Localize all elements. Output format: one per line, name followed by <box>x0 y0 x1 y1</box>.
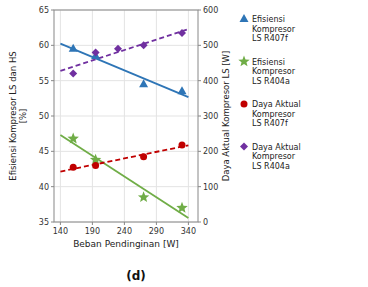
tick-label: 240 <box>117 227 132 236</box>
tick-label: 100 <box>203 183 218 192</box>
tick-label: 400 <box>203 77 218 86</box>
text-line: LS R404a <box>252 77 290 86</box>
grid-line <box>54 116 198 117</box>
tick-label: 40 <box>39 183 49 192</box>
title: (d) <box>126 269 146 283</box>
point <box>140 153 147 160</box>
grid-line <box>54 45 198 46</box>
tick <box>198 222 201 223</box>
tick-label: 340 <box>181 227 196 236</box>
trendline <box>60 44 188 98</box>
text-line: Efisiensi <box>252 15 285 24</box>
tick <box>198 116 201 117</box>
text-line: Daya Aktual <box>252 143 301 152</box>
tick <box>51 186 54 187</box>
tick-label: 35 <box>39 218 49 227</box>
legend-label: EfisiensiKompresorLS R407f <box>252 15 296 43</box>
axes: 140 190 240 290 340 35 40 45 50 55 60 65 0 100 200 300 4… <box>39 6 218 236</box>
point <box>69 44 78 52</box>
tick-label: 140 <box>53 227 68 236</box>
tick-label: 60 <box>39 41 49 50</box>
tick-label: 50 <box>39 112 49 121</box>
point <box>138 191 149 202</box>
tick <box>198 80 201 81</box>
text-line: Efisiensi <box>252 58 285 67</box>
legend-marker <box>241 101 248 108</box>
point <box>139 79 148 87</box>
tick <box>198 186 201 187</box>
tick-label: 65 <box>39 6 49 15</box>
legend-marker <box>240 143 248 151</box>
point <box>92 48 100 56</box>
tick-label: 190 <box>85 227 100 236</box>
tick <box>60 222 61 225</box>
tick <box>92 222 93 225</box>
tick <box>124 222 125 225</box>
grid-line <box>54 80 198 81</box>
tick-label: 0 <box>203 218 208 227</box>
trendlines <box>60 29 188 218</box>
y-axis-label: Efisiensi Kompresor LS dan HS[%] <box>8 51 28 180</box>
text-line: Kompresor <box>252 25 296 34</box>
tick-label: 500 <box>203 41 218 50</box>
text-line: [%] <box>18 109 28 124</box>
tick <box>51 116 54 117</box>
legend-label: Daya AktualKompresorLS R404a <box>252 143 301 171</box>
tick-label: 300 <box>203 112 218 121</box>
legend-label: Daya AktualKompresorLS R407f <box>252 100 301 128</box>
trendline <box>60 135 188 218</box>
tick <box>51 222 54 223</box>
legend-label: EfisiensiKompresorLS R404a <box>252 58 296 86</box>
grid-line <box>54 151 198 152</box>
chart: 140 190 240 290 340 35 40 45 50 55 60 65 0 100 200 300 4… <box>0 0 368 287</box>
point <box>179 141 186 148</box>
point <box>114 45 122 53</box>
x-axis-label: Beban Pendinginan [W] <box>73 239 179 249</box>
tick <box>51 10 54 11</box>
tick <box>51 151 54 152</box>
tick-label: 55 <box>39 77 49 86</box>
text-line: LS R407f <box>252 119 288 128</box>
point <box>140 41 148 49</box>
tick <box>198 10 201 11</box>
legend-marker <box>240 14 249 22</box>
text-line: Efisiensi Kompresor LS dan HS <box>8 51 18 180</box>
legend: EfisiensiKompresorLS R407fEfisiensiKompr… <box>238 14 300 171</box>
grid-line <box>54 186 198 187</box>
tick <box>198 151 201 152</box>
tick <box>51 45 54 46</box>
tick <box>51 80 54 81</box>
trendline <box>60 29 188 71</box>
text-line: Daya Aktual <box>252 100 301 109</box>
text-line: LS R404a <box>252 162 290 171</box>
point <box>67 133 78 144</box>
point <box>70 164 77 171</box>
point <box>178 86 187 94</box>
text-line: Kompresor <box>252 67 296 76</box>
text-line: LS R407f <box>252 34 288 43</box>
text-line: Kompresor <box>252 110 296 119</box>
tick-label: 45 <box>39 147 49 156</box>
point <box>92 162 99 169</box>
point <box>176 202 187 213</box>
points <box>67 29 187 213</box>
tick <box>156 222 157 225</box>
tick-label: 290 <box>149 227 164 236</box>
grid <box>54 10 198 222</box>
tick <box>198 45 201 46</box>
tick-label: 200 <box>203 147 218 156</box>
trendline <box>60 145 188 171</box>
point <box>69 70 77 78</box>
legend-marker <box>238 56 249 67</box>
text-line: Kompresor <box>252 152 296 161</box>
marks <box>60 29 188 218</box>
tick <box>188 222 189 225</box>
y2-axis-label: Daya Aktual Kompresor LS [W] <box>221 51 231 182</box>
tick-label: 600 <box>203 6 218 15</box>
point <box>178 29 186 37</box>
plot-frame <box>54 10 198 222</box>
